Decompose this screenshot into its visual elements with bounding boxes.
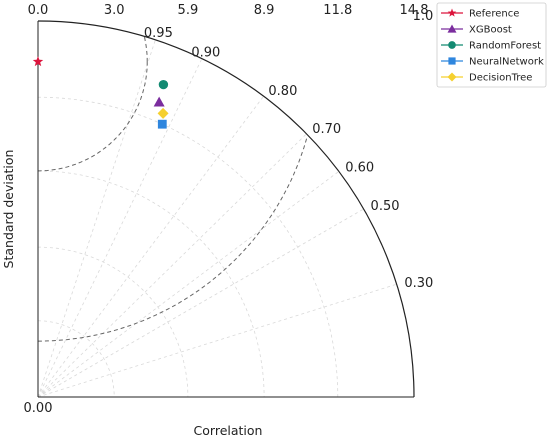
legend-items: Reference XGBoost RandomForest NeuralNetwor… [441,8,544,84]
std-tick-label: 11.8 [323,3,352,18]
std-grid-arc [37,96,339,398]
legend-box [436,2,547,88]
legend-marker [447,8,457,17]
correlation-tick-label: 0.00 [24,401,53,416]
correlation-tick-label: 0.60 [345,161,374,176]
correlation-grid-line [37,58,203,398]
tick-labels: 0.0 3.0 5.9 8.9 11.8 14.8 0.00 0.30 0.50 0.60 0.70… [24,3,434,416]
marker-decisiontree [157,107,169,119]
std-tick-label: 0.0 [28,3,49,18]
rms-contours: 0.501.00 [38,36,308,342]
correlation-grid-line [37,95,264,398]
std-tick-label: 14.8 [400,3,429,18]
correlation-tick-label: 0.90 [191,45,220,60]
legend-label: RandomForest [469,41,541,52]
x-axis-label: Correlation [194,423,263,438]
correlation-tick-label: 0.50 [371,199,400,214]
legend: Reference XGBoost RandomForest NeuralNetwor… [436,2,547,88]
correlation-grid-line [37,283,397,398]
correlation-grid-line [37,133,307,398]
legend-label: NeuralNetwork [469,57,544,68]
legend-item-decisiontree: DecisionTree [441,72,532,84]
legend-item-reference: Reference [441,8,519,20]
y-axis-label: Standard deviation [1,150,16,269]
correlation-tick-label: 0.30 [404,276,433,291]
data-markers [32,56,169,129]
correlation-tick-label: 0.80 [268,84,297,99]
correlation-tick-label: 1.0 [413,9,434,24]
std-grid-arc [37,170,265,398]
std-tick-label: 5.9 [178,3,199,18]
std-tick-label: 8.9 [254,3,275,18]
std-grid-arc [37,320,115,398]
legend-item-xgboost: XGBoost [441,24,512,36]
legend-marker [447,24,457,33]
legend-label: DecisionTree [469,73,532,84]
std-grid-arc [37,246,189,398]
axes-frame [37,20,415,398]
correlation-tick-label: 0.95 [144,26,173,41]
legend-marker [448,41,456,49]
grid-layer [37,39,397,398]
marker-neuralnetwork [157,119,167,129]
legend-marker [448,57,456,65]
marker-xgboost [153,96,165,107]
legend-label: Reference [469,9,519,20]
rms-contour [38,36,148,172]
marker-randomforest [158,79,169,90]
rms-contour [38,138,308,342]
marker-reference [32,56,44,67]
correlation-grid-line [37,171,340,398]
correlation-arc [37,20,415,398]
correlation-grid-line [37,39,156,398]
correlation-tick-label: 0.70 [312,122,341,137]
std-tick-label: 3.0 [104,3,125,18]
legend-marker [447,72,457,82]
legend-item-randomforest: RandomForest [441,41,541,52]
legend-item-neuralnetwork: NeuralNetwork [441,57,544,68]
correlation-grid-line [37,208,364,398]
legend-label: XGBoost [469,25,512,36]
